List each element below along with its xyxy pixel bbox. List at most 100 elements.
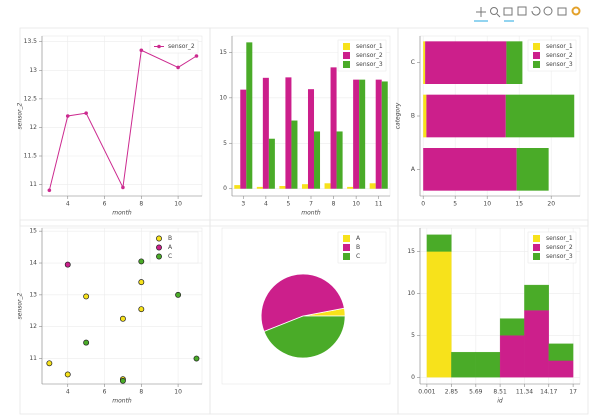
legend: sensor_1 sensor_2 sensor_3 — [337, 39, 387, 72]
x-axis-title: id — [497, 398, 503, 405]
x-tick-label: 8 — [332, 201, 336, 208]
bar-segment — [426, 94, 506, 138]
y-tick-label: 14 — [29, 260, 37, 267]
bar — [353, 79, 360, 189]
panel-frame — [397, 219, 589, 415]
x-tick-label: 4 — [264, 201, 268, 208]
plot-frame — [221, 227, 391, 385]
histogram-bar — [499, 318, 525, 336]
legend-swatch — [533, 244, 540, 251]
y-tick-label: 12 — [29, 124, 37, 131]
hover-tool[interactable] — [557, 7, 567, 16]
legend: sensor_2 — [149, 39, 199, 54]
bar — [279, 186, 286, 189]
y-tick-label: B — [411, 113, 415, 120]
y-axis-title: sensor_2 — [17, 102, 24, 129]
point — [84, 111, 88, 115]
bar — [240, 89, 247, 189]
bar — [268, 138, 275, 189]
point — [83, 293, 90, 300]
bar — [285, 77, 292, 189]
y-tick-label: 10 — [407, 290, 415, 297]
bar — [307, 89, 315, 189]
panel-frame — [397, 27, 589, 227]
legend-label: sensor_2 — [356, 52, 383, 59]
legend-label: sensor_3 — [356, 61, 383, 68]
help-tool[interactable] — [543, 6, 553, 16]
bar — [246, 42, 253, 189]
x-tick-label: 5 — [453, 201, 457, 208]
x-tick-label: 6 — [103, 201, 107, 208]
bar-segment — [516, 148, 549, 191]
box-zoom-tool[interactable] — [503, 7, 513, 16]
x-tick-label: 11.34 — [516, 389, 533, 396]
y-tick-label: 15 — [407, 248, 415, 255]
legend-swatch — [343, 43, 350, 50]
legend: BAC — [149, 231, 199, 264]
histogram-bar — [475, 351, 501, 378]
chart-panel: 0 5 10 15 month 3 4 5 7 8 10 11 sensor_1 sensor_2sens… — [209, 27, 399, 227]
legend-label: sensor_1 — [546, 235, 573, 242]
x-tick-label: 10 — [352, 201, 360, 208]
x-tick-label: 17 — [569, 389, 577, 396]
x-tick-label: 15 — [515, 201, 523, 208]
x-tick-label: 20 — [547, 201, 555, 208]
y-tick-label: 11.5 — [24, 153, 38, 160]
bar-segment — [423, 41, 426, 84]
legend: sensor_1 sensor_2 sensor_3 — [527, 231, 577, 264]
point — [83, 339, 90, 346]
pan-tool[interactable] — [476, 7, 486, 17]
point — [193, 355, 200, 362]
x-tick-label: 10 — [174, 389, 182, 396]
point — [194, 54, 199, 58]
line — [48, 49, 197, 191]
y-tick-label: 15 — [29, 228, 37, 235]
x-tick-label: 5 — [287, 201, 291, 208]
point — [138, 306, 145, 313]
y-tick-label: C — [411, 59, 415, 66]
legend-swatch — [533, 61, 540, 68]
bar-segment — [425, 41, 507, 84]
x-tick-label: 4 — [66, 389, 70, 396]
point — [138, 258, 145, 265]
point — [139, 48, 144, 53]
bar-segment — [423, 94, 427, 138]
point — [65, 114, 70, 118]
x-axis-title: month — [301, 210, 321, 217]
y-tick-label: A — [411, 166, 416, 173]
legend-label: sensor_3 — [546, 253, 573, 260]
save-tool[interactable] — [517, 6, 527, 16]
legend: sensor_1 sensor_2 sensor_3 — [527, 39, 577, 72]
chart-panel: ABC — [209, 219, 399, 415]
legend-label: C — [168, 253, 172, 260]
chart-panel: 11 12 13 14 15 4 6 8 10 month sensor_2 BAC — [17, 219, 211, 415]
bar — [256, 186, 263, 189]
legend-label: sensor_2 — [546, 52, 573, 59]
bar — [369, 183, 376, 189]
x-tick-label: 3 — [241, 201, 245, 208]
histogram-bar — [524, 310, 549, 378]
y-tick-label: 11 — [29, 355, 37, 362]
legend-swatch — [156, 244, 162, 251]
x-tick-label: 10 — [483, 201, 491, 208]
legend-label: A — [356, 235, 361, 242]
point — [138, 279, 145, 286]
legend-swatch — [343, 244, 350, 251]
reset-tool[interactable] — [531, 6, 541, 16]
bar — [314, 131, 321, 189]
legend-swatch — [156, 253, 162, 260]
pie-slice — [263, 315, 346, 359]
y-tick-label: 12 — [29, 323, 37, 330]
bar — [291, 120, 298, 189]
zoom-tool[interactable] — [490, 7, 498, 15]
point — [47, 188, 52, 193]
legend-label: sensor_1 — [546, 43, 573, 50]
pie-slice — [260, 273, 345, 332]
histogram-bar — [499, 335, 525, 378]
y-tick-label: 13 — [29, 67, 37, 74]
legend-swatch — [343, 253, 350, 260]
